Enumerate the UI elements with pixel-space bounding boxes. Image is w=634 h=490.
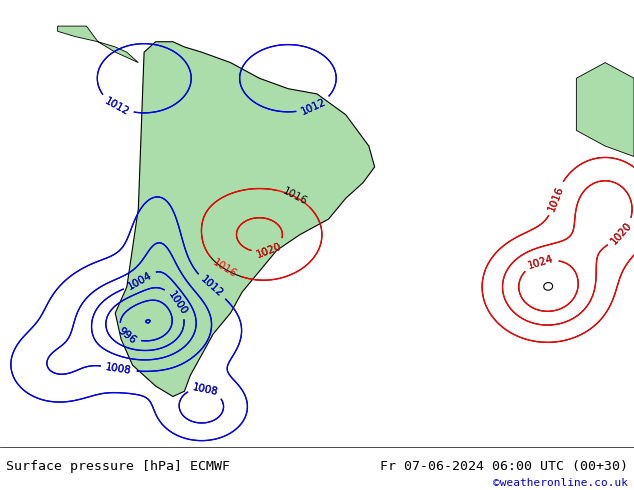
- Text: 1012: 1012: [198, 274, 225, 299]
- Text: 1012: 1012: [198, 274, 225, 299]
- Text: 1004: 1004: [126, 270, 154, 292]
- Text: 996: 996: [116, 325, 138, 345]
- Text: 1016: 1016: [211, 258, 238, 280]
- Text: 1008: 1008: [105, 362, 133, 376]
- Text: 1000: 1000: [166, 289, 189, 317]
- Text: 1000: 1000: [166, 289, 189, 317]
- Text: ©weatheronline.co.uk: ©weatheronline.co.uk: [493, 478, 628, 488]
- Polygon shape: [115, 42, 375, 396]
- Text: 1020: 1020: [256, 241, 283, 259]
- Text: 1016: 1016: [546, 184, 565, 212]
- Text: Surface pressure [hPa] ECMWF: Surface pressure [hPa] ECMWF: [6, 460, 230, 473]
- Text: 1008: 1008: [192, 382, 219, 397]
- Text: 1012: 1012: [300, 97, 328, 117]
- Text: 1012: 1012: [103, 96, 131, 117]
- Text: 1024: 1024: [527, 253, 555, 271]
- Text: 1020: 1020: [609, 220, 634, 246]
- Text: 1016: 1016: [281, 186, 309, 207]
- Text: Fr 07-06-2024 06:00 UTC (00+30): Fr 07-06-2024 06:00 UTC (00+30): [380, 460, 628, 473]
- Polygon shape: [58, 26, 138, 63]
- Text: 1020: 1020: [609, 220, 634, 246]
- Text: 1012: 1012: [300, 97, 328, 117]
- Text: 996: 996: [116, 325, 138, 345]
- Text: 1016: 1016: [546, 184, 565, 212]
- Text: 1020: 1020: [256, 241, 283, 259]
- Text: 1008: 1008: [105, 362, 133, 376]
- Text: 1024: 1024: [527, 253, 555, 271]
- Polygon shape: [576, 63, 634, 156]
- Text: 1012: 1012: [103, 96, 131, 117]
- Text: 1004: 1004: [126, 270, 154, 292]
- Text: 1008: 1008: [192, 382, 219, 397]
